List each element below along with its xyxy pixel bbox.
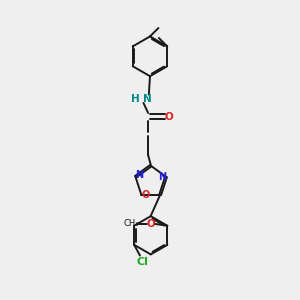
Text: O: O (142, 190, 150, 200)
Text: H: H (131, 94, 140, 104)
Text: Cl: Cl (137, 257, 148, 267)
Text: O: O (147, 219, 156, 229)
Text: CH₃: CH₃ (124, 219, 139, 228)
Text: N: N (143, 94, 152, 104)
Text: O: O (164, 112, 173, 122)
Text: N: N (135, 170, 143, 180)
Text: N: N (158, 172, 166, 182)
